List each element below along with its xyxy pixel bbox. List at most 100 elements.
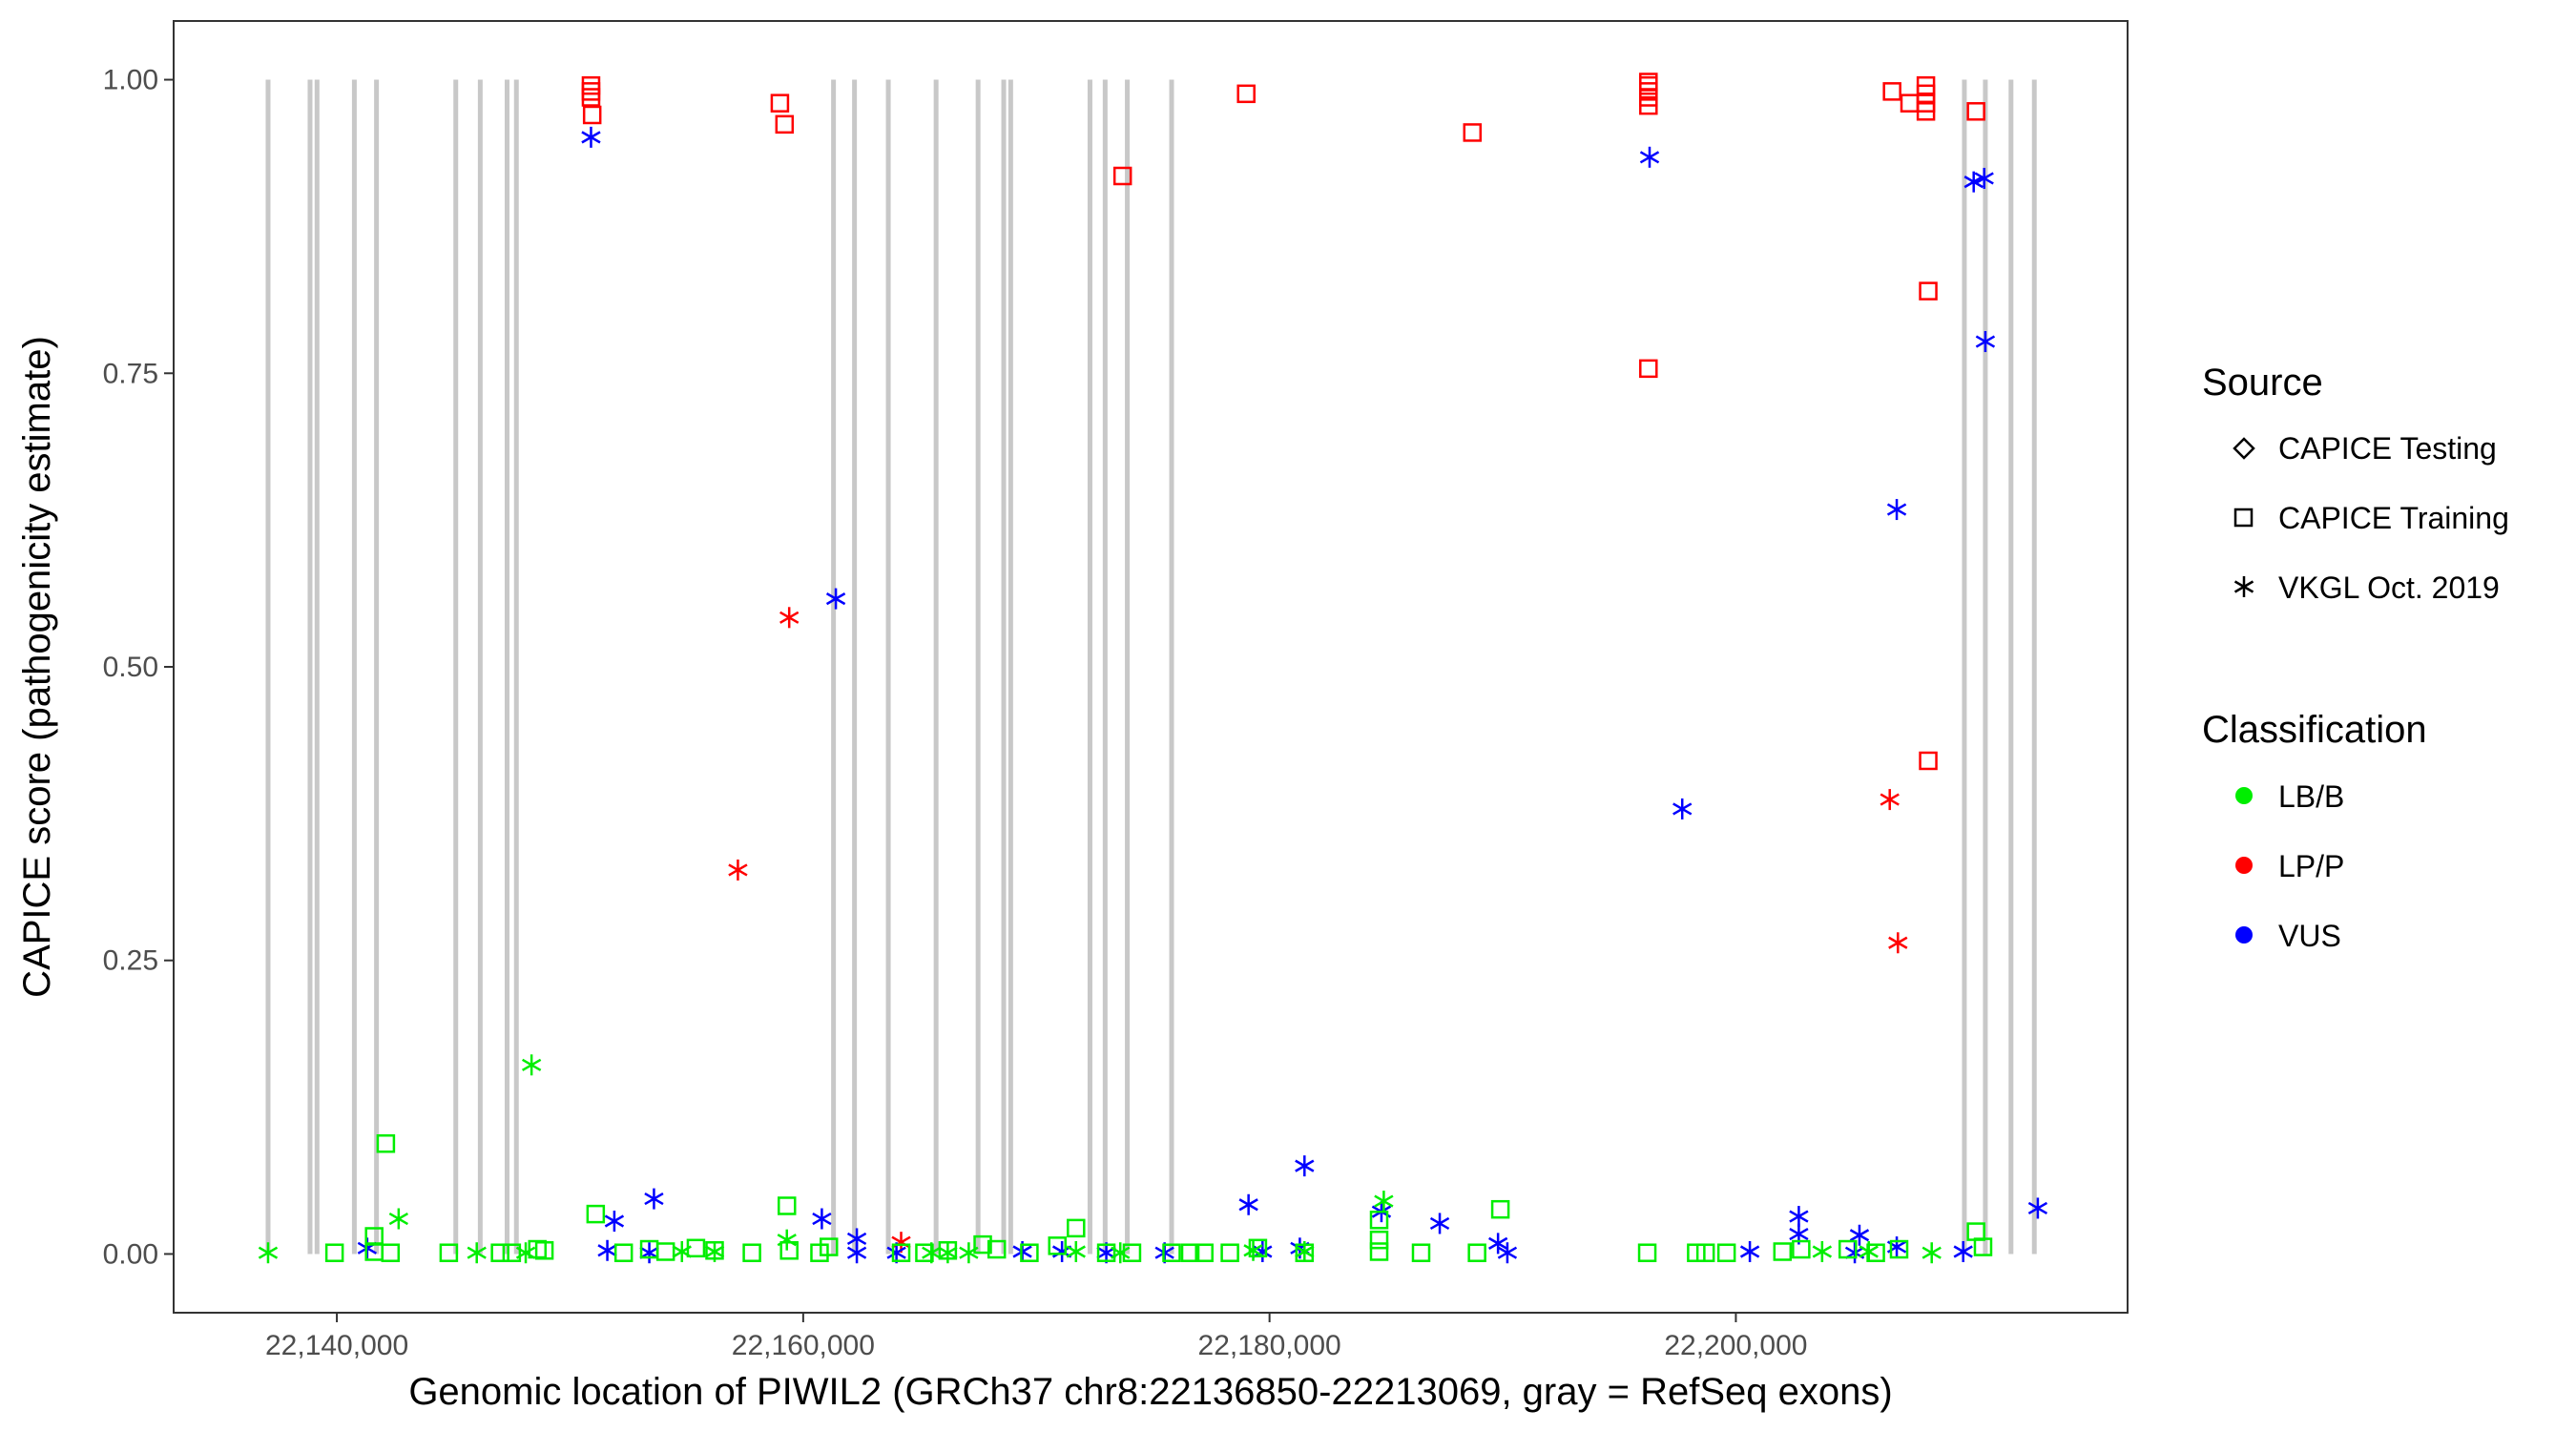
- diamond-icon: [2233, 437, 2255, 460]
- data-point-square: [1882, 82, 1901, 101]
- data-point-asterisk: [1429, 1213, 1450, 1234]
- data-point-asterisk: [728, 859, 748, 881]
- data-point-square: [439, 1243, 459, 1262]
- data-point-square: [770, 93, 790, 113]
- legend-label: LP/P: [2278, 849, 2344, 883]
- data-point-asterisk: [938, 1242, 958, 1264]
- dot-icon: [2235, 787, 2253, 804]
- data-point-square: [810, 1243, 829, 1262]
- data-point-square: [1463, 123, 1483, 142]
- data-point-square: [381, 1243, 401, 1262]
- legend-label: CAPICE Training: [2278, 501, 2509, 535]
- data-point-asterisk: [1880, 789, 1900, 811]
- data-point-asterisk: [1739, 1240, 1760, 1262]
- data-point-square: [490, 1243, 509, 1262]
- data-point-square: [581, 88, 601, 107]
- data-point-square: [742, 1243, 761, 1262]
- square-icon: [2233, 508, 2254, 528]
- data-point-asterisk: [258, 1242, 279, 1264]
- data-point-square: [1916, 102, 1936, 121]
- data-point-asterisk: [1238, 1193, 1258, 1215]
- data-point-asterisk: [1975, 331, 1996, 353]
- data-point-square: [915, 1243, 934, 1262]
- data-point-square: [582, 105, 602, 125]
- y-tick-label: 0.25: [103, 945, 158, 977]
- x-tick-label: 22,140,000: [265, 1330, 408, 1361]
- data-point-square: [1096, 1243, 1116, 1262]
- asterisk-icon: [2233, 576, 2254, 597]
- data-point-square: [1695, 1243, 1715, 1262]
- data-point-square: [1411, 1243, 1431, 1262]
- data-point-asterisk: [1963, 171, 1984, 193]
- legend-item-capice-testing: CAPICE Testing: [2233, 431, 2497, 466]
- data-point-square: [1889, 1239, 1909, 1259]
- data-point-square: [705, 1241, 724, 1260]
- data-point-square: [1639, 359, 1658, 379]
- data-point-asterisk: [644, 1188, 664, 1210]
- data-point-asterisk: [1374, 1191, 1394, 1213]
- data-point-asterisk: [812, 1208, 832, 1230]
- legend: Source CAPICE Testing CAPICE Training VK…: [2202, 362, 2509, 953]
- legend-label: CAPICE Testing: [2278, 431, 2497, 466]
- data-point-asterisk: [388, 1208, 408, 1230]
- data-point-square: [1973, 1237, 1993, 1256]
- data-point-asterisk: [1672, 798, 1693, 819]
- data-point-square: [1048, 1236, 1067, 1255]
- data-point-square: [1020, 1243, 1039, 1262]
- data-point-square: [1639, 95, 1658, 115]
- y-tick-label: 1.00: [103, 65, 158, 96]
- data-point-asterisk: [1888, 932, 1908, 954]
- data-point-square: [1195, 1243, 1214, 1262]
- data-point-square: [938, 1241, 958, 1260]
- data-point-square: [1792, 1239, 1811, 1259]
- data-point-square: [973, 1234, 992, 1255]
- dot-icon: [2235, 926, 2253, 944]
- data-point-asterisk: [1789, 1206, 1809, 1228]
- x-tick-label: 22,180,000: [1198, 1330, 1341, 1361]
- legend-item-lp-p: LP/P: [2235, 849, 2344, 883]
- data-point-square: [987, 1239, 1007, 1259]
- data-point-square: [1220, 1243, 1239, 1262]
- data-point-asterisk: [467, 1242, 487, 1264]
- data-point-square: [1490, 1199, 1510, 1219]
- legend-item-vkgl: VKGL Oct. 2019: [2233, 570, 2500, 605]
- legend-item-vus: VUS: [2235, 919, 2341, 953]
- data-point-square: [1067, 1218, 1086, 1238]
- data-point-square: [1838, 1239, 1858, 1259]
- data-point-square: [775, 114, 795, 135]
- data-point-asterisk: [1922, 1242, 1942, 1264]
- data-point-asterisk: [1295, 1155, 1315, 1177]
- data-point-square: [613, 1243, 634, 1262]
- data-point-asterisk: [1497, 1242, 1518, 1264]
- data-point-square: [1295, 1243, 1315, 1262]
- data-point-square: [686, 1238, 706, 1258]
- x-axis: 22,140,000 22,160,000 22,180,000 22,200,000: [265, 1313, 1808, 1361]
- data-point-asterisk: [1812, 1240, 1832, 1262]
- x-tick-label: 22,200,000: [1664, 1330, 1807, 1361]
- data-point-square: [1637, 1243, 1657, 1262]
- data-point-square: [1236, 84, 1256, 104]
- y-tick-label: 0.75: [103, 358, 158, 389]
- data-point-asterisk: [597, 1239, 617, 1261]
- data-point-square: [1687, 1243, 1706, 1262]
- y-axis-title: CAPICE score (pathogenicity estimate): [16, 336, 58, 998]
- data-point-square: [586, 1204, 606, 1224]
- data-point-square: [502, 1243, 522, 1262]
- data-point-square: [1180, 1243, 1200, 1262]
- data-point-square: [1467, 1243, 1486, 1262]
- data-point-square: [324, 1243, 344, 1262]
- data-point-square: [1369, 1230, 1389, 1250]
- y-axis: 0.00 0.25 0.50 0.75 1.00: [103, 65, 174, 1270]
- data-point-square: [1716, 1243, 1736, 1262]
- data-point-asterisk: [1066, 1240, 1086, 1262]
- data-point-asterisk: [521, 1054, 542, 1076]
- x-tick-label: 22,160,000: [732, 1330, 875, 1361]
- y-tick-label: 0.50: [103, 652, 158, 683]
- data-point-asterisk: [1849, 1224, 1870, 1246]
- data-point-square: [1369, 1211, 1389, 1230]
- data-point-square: [1966, 102, 1985, 121]
- legend-item-lb-b: LB/B: [2235, 779, 2344, 814]
- dot-icon: [2235, 857, 2253, 874]
